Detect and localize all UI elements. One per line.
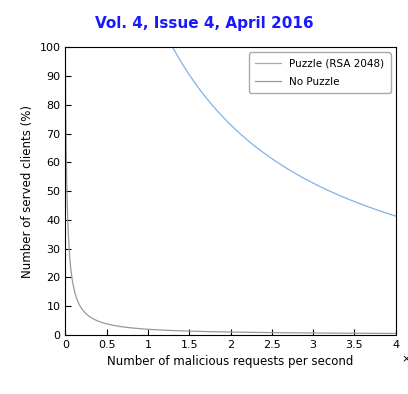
No Puzzle <box>376 331 381 336</box>
Text: × 10⁴: × 10⁴ <box>402 353 408 364</box>
Puzzle (RSA 2048) <box>82 45 87 50</box>
Text: Vol. 4, Issue 4, April 2016: Vol. 4, Issue 4, April 2016 <box>95 16 313 31</box>
Line: Puzzle (RSA 2048): Puzzle (RSA 2048) <box>65 47 396 216</box>
No Puzzle <box>77 301 82 306</box>
Legend: Puzzle (RSA 2048), No Puzzle: Puzzle (RSA 2048), No Puzzle <box>248 52 390 93</box>
No Puzzle <box>63 45 68 50</box>
Puzzle (RSA 2048) <box>224 119 229 123</box>
Puzzle (RSA 2048) <box>376 208 381 213</box>
Y-axis label: Number of served clients (%): Number of served clients (%) <box>21 104 34 278</box>
Puzzle (RSA 2048) <box>77 45 82 50</box>
Line: No Puzzle: No Puzzle <box>65 47 396 333</box>
No Puzzle <box>224 330 229 335</box>
No Puzzle <box>64 181 69 186</box>
Puzzle (RSA 2048) <box>128 45 133 50</box>
X-axis label: Number of malicious requests per second: Number of malicious requests per second <box>107 355 354 368</box>
No Puzzle <box>393 331 398 336</box>
Puzzle (RSA 2048) <box>393 214 398 218</box>
No Puzzle <box>128 325 133 330</box>
No Puzzle <box>82 310 87 315</box>
Puzzle (RSA 2048) <box>64 45 69 50</box>
Puzzle (RSA 2048) <box>63 45 68 50</box>
